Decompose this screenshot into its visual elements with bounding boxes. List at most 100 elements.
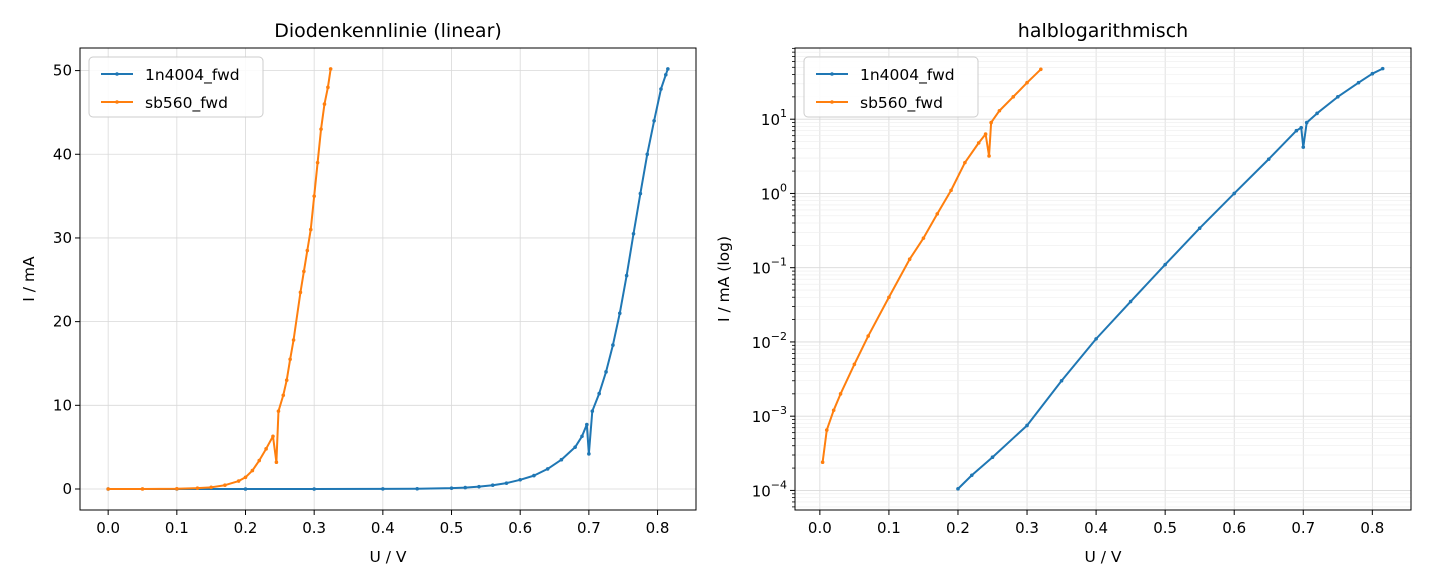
data-point <box>663 72 668 77</box>
data-point <box>243 487 248 491</box>
x-tick-label: 0.2 <box>946 519 970 537</box>
data-point <box>587 452 591 456</box>
series-group <box>820 66 1385 491</box>
data-point <box>1315 111 1319 116</box>
x-tick-label: 0.8 <box>1360 519 1384 537</box>
data-point <box>288 357 292 362</box>
x-tick-label: 0.1 <box>165 519 189 537</box>
data-point <box>1025 423 1029 428</box>
legend-marker <box>830 72 834 76</box>
data-point <box>381 487 385 491</box>
legend-label: sb560_fwd <box>145 94 228 113</box>
y-tick-label: 100 <box>761 181 787 203</box>
y-tick-label: 10−3 <box>752 404 787 426</box>
data-point <box>449 486 454 490</box>
data-point <box>1039 67 1043 72</box>
data-point <box>949 188 953 193</box>
data-point <box>328 67 333 71</box>
x-tick-label: 0.6 <box>508 519 532 537</box>
data-point <box>956 487 960 491</box>
legend: 1n4004_fwd sb560_fwd <box>88 56 264 118</box>
y-ticks: 0 10 20 30 40 50 <box>53 62 80 498</box>
data-point <box>1128 299 1133 304</box>
grid <box>80 48 696 510</box>
series-line-sb560_fwd <box>108 68 332 490</box>
data-point <box>852 362 857 367</box>
data-point <box>302 269 306 274</box>
legend-label: 1n4004_fwd <box>145 66 240 85</box>
data-point <box>1011 95 1016 99</box>
y-axis-label: I / mA <box>20 256 38 302</box>
semilog-chart-panel: 0.0 0.1 0.2 0.3 0.4 0.5 0.6 0.7 0.8 10−4 10−3 10−2… <box>715 20 1412 566</box>
x-tick-label: 0.8 <box>646 519 670 537</box>
x-tick-label: 0.4 <box>1084 519 1108 537</box>
data-point <box>257 458 262 463</box>
x-tick-label: 0.7 <box>577 519 601 537</box>
data-point <box>1380 66 1385 71</box>
data-point <box>305 248 310 253</box>
x-tick-label: 0.3 <box>302 519 326 537</box>
data-point <box>1304 120 1309 125</box>
x-tick-label: 0.2 <box>234 519 258 537</box>
data-point <box>580 434 584 439</box>
y-tick-label: 10−4 <box>752 478 787 500</box>
y-tick-label: 10−2 <box>752 330 787 352</box>
data-point <box>271 434 275 439</box>
chart-title: halblogarithmisch <box>1018 20 1188 42</box>
y-tick-label: 40 <box>53 145 72 163</box>
y-tick-label: 10 <box>53 396 72 414</box>
data-point <box>590 409 595 413</box>
data-point <box>276 409 281 413</box>
y-tick-label: 10−1 <box>752 256 787 278</box>
data-point <box>490 483 495 488</box>
data-point <box>666 67 670 71</box>
data-point <box>463 485 468 490</box>
series-line-sb560_fwd <box>821 68 1042 463</box>
legend-marker <box>115 72 119 76</box>
data-point <box>1294 128 1299 133</box>
data-point <box>597 391 601 396</box>
y-tick-label: 101 <box>761 107 787 129</box>
data-point <box>326 85 330 90</box>
data-point <box>866 334 871 338</box>
data-point <box>983 132 988 136</box>
data-point <box>1197 226 1202 231</box>
data-point <box>195 486 200 490</box>
data-point <box>659 87 663 91</box>
data-point <box>990 455 995 460</box>
x-axis-label: U / V <box>369 548 406 566</box>
x-tick-label: 0.7 <box>1291 519 1315 537</box>
data-point <box>1059 378 1064 383</box>
data-point <box>652 119 656 123</box>
data-point <box>921 236 926 240</box>
linear-chart-panel: 0.0 0.1 0.2 0.3 0.4 0.5 0.6 0.7 0.8 01020304050 … <box>20 20 697 566</box>
data-point <box>820 460 825 465</box>
data-point <box>243 475 248 480</box>
y-ticks: 10−4 10−3 10−2 10−1 100 101 <box>752 47 795 508</box>
data-point <box>315 160 320 165</box>
data-point <box>624 273 629 278</box>
x-tick-label: 0.0 <box>808 519 832 537</box>
data-point <box>312 194 316 198</box>
y-tick-label: 0 <box>62 480 72 498</box>
data-point <box>1370 71 1375 76</box>
x-tick-label: 0.6 <box>1222 519 1246 537</box>
data-point <box>1356 80 1361 85</box>
data-point <box>291 338 296 342</box>
legend-label: sb560_fwd <box>860 94 943 113</box>
series-group <box>106 67 670 491</box>
data-point <box>545 467 550 471</box>
data-point <box>415 486 419 491</box>
x-tick-label: 0.5 <box>440 519 464 537</box>
data-point <box>987 154 991 158</box>
x-tick-label: 0.5 <box>1153 519 1177 537</box>
data-point <box>1299 125 1303 130</box>
data-point <box>573 445 577 449</box>
x-tick-label: 0.0 <box>96 519 120 537</box>
data-point <box>250 468 255 473</box>
data-point <box>319 127 323 131</box>
data-point <box>631 231 636 236</box>
data-point <box>1163 262 1167 267</box>
data-point <box>312 487 316 491</box>
